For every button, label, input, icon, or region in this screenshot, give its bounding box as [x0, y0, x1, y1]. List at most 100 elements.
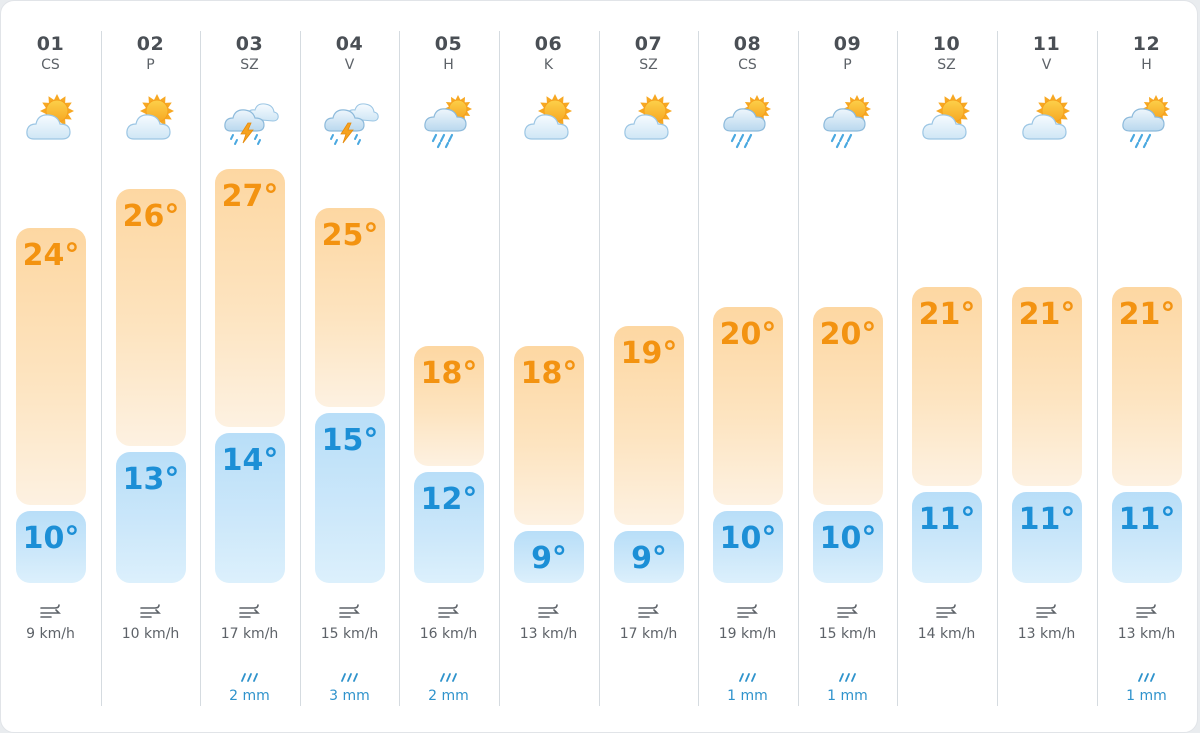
wind-speed: 13 km/h: [1117, 626, 1176, 642]
wind-icon: [537, 603, 561, 619]
day-number: 12: [1132, 33, 1161, 55]
high-temperature-bar: 21°: [912, 287, 982, 486]
forecast-day-column[interactable]: 04 V 25° 15° 15 km/h 3 mm: [300, 1, 399, 732]
partly-cloudy-icon: [622, 89, 678, 149]
high-temperature-bar: 25°: [315, 208, 385, 407]
low-temperature-bar: 11°: [912, 492, 982, 583]
forecast-day-column[interactable]: 12 H 21° 11° 13 km/h 1 mm: [1097, 1, 1196, 732]
precipitation-icon: [734, 668, 762, 682]
forecast-day-column[interactable]: 09 P 20° 10° 15 km/h 1 mm: [798, 1, 897, 732]
high-temperature: 18°: [420, 356, 478, 391]
precipitation-icon: [236, 668, 264, 682]
forecast-day-column[interactable]: 03 SZ 27° 14° 17 km/h 2 mm: [200, 1, 299, 732]
low-temperature-bar: 10°: [16, 511, 86, 583]
day-number: 07: [634, 33, 663, 55]
precipitation-icon: [1133, 668, 1161, 682]
low-temperature-bar: 10°: [713, 511, 783, 583]
forecast-day-column[interactable]: 05 H 18° 12° 16 km/h 2 mm: [399, 1, 498, 732]
high-temperature-bar: 27°: [215, 169, 285, 427]
low-temperature: 11°: [1118, 502, 1176, 537]
wind-speed: 13 km/h: [519, 626, 578, 642]
wind-speed: 15 km/h: [320, 626, 379, 642]
column-divider: [399, 31, 400, 706]
wind-speed: 16 km/h: [419, 626, 478, 642]
wind-icon: [1135, 603, 1159, 619]
weekday-label: P: [843, 57, 852, 73]
low-temperature-bar: 12°: [414, 472, 484, 583]
wind-speed: 13 km/h: [1017, 626, 1076, 642]
column-divider: [101, 31, 102, 706]
forecast-day-column[interactable]: 08 CS 20° 10° 19 km/h 1 mm: [698, 1, 797, 732]
high-temperature-bar: 20°: [713, 307, 783, 505]
column-divider: [499, 31, 500, 706]
wind-icon: [338, 603, 362, 619]
forecast-day-column[interactable]: 01 CS 24° 10° 9 km/h: [1, 1, 100, 732]
high-temperature: 25°: [321, 218, 379, 253]
high-temperature-bar: 21°: [1012, 287, 1082, 486]
thunderstorm-icon: [223, 89, 279, 149]
low-temperature: 10°: [719, 521, 777, 556]
high-temperature-bar: 18°: [414, 346, 484, 466]
forecast-day-column[interactable]: 07 SZ 19° 9° 17 km/h: [599, 1, 698, 732]
low-temperature: 9°: [631, 541, 667, 576]
low-temperature: 10°: [819, 521, 877, 556]
low-temperature: 11°: [918, 502, 976, 537]
rain-icon: [422, 89, 478, 149]
low-temperature-bar: 14°: [215, 433, 285, 583]
wind-speed: 17 km/h: [619, 626, 678, 642]
low-temperature: 9°: [531, 541, 567, 576]
partly-cloudy-icon: [124, 89, 180, 149]
precipitation-icon: [336, 668, 364, 682]
weekday-label: K: [543, 57, 554, 73]
forecast-day-column[interactable]: 06 K 18° 9° 13 km/h: [499, 1, 598, 732]
low-temperature: 12°: [420, 482, 478, 517]
wind-speed: 17 km/h: [220, 626, 279, 642]
weekday-label: CS: [738, 57, 757, 73]
weekday-label: CS: [41, 57, 60, 73]
day-number: 06: [534, 33, 563, 55]
low-temperature: 11°: [1018, 502, 1076, 537]
low-temperature-bar: 9°: [614, 531, 684, 583]
high-temperature-bar: 24°: [16, 228, 86, 505]
thunderstorm-icon: [323, 89, 379, 149]
low-temperature: 13°: [122, 462, 180, 497]
wind-icon: [637, 603, 661, 619]
wind-icon: [139, 603, 163, 619]
column-divider: [200, 31, 201, 706]
day-number: 11: [1032, 33, 1061, 55]
weekday-label: H: [1141, 57, 1152, 73]
partly-cloudy-icon: [522, 89, 578, 149]
weekday-label: P: [146, 57, 155, 73]
high-temperature-bar: 19°: [614, 326, 684, 525]
high-temperature: 20°: [819, 317, 877, 352]
low-temperature: 14°: [221, 443, 279, 478]
rain-icon: [1120, 89, 1176, 149]
weekday-label: SZ: [937, 57, 956, 73]
day-number: 02: [136, 33, 165, 55]
column-divider: [798, 31, 799, 706]
low-temperature-bar: 15°: [315, 413, 385, 583]
day-number: 03: [235, 33, 264, 55]
column-divider: [599, 31, 600, 706]
day-number: 08: [733, 33, 762, 55]
weekday-label: SZ: [240, 57, 259, 73]
partly-cloudy-icon: [920, 89, 976, 149]
low-temperature: 10°: [22, 521, 80, 556]
forecast-day-column[interactable]: 11 V 21° 11° 13 km/h: [997, 1, 1096, 732]
partly-cloudy-icon: [1020, 89, 1076, 149]
low-temperature: 15°: [321, 423, 379, 458]
forecast-day-column[interactable]: 02 P 26° 13° 10 km/h: [101, 1, 200, 732]
wind-speed: 10 km/h: [121, 626, 180, 642]
low-temperature-bar: 11°: [1112, 492, 1182, 583]
weekday-label: H: [443, 57, 454, 73]
day-number: 04: [335, 33, 364, 55]
wind-icon: [238, 603, 262, 619]
forecast-day-column[interactable]: 10 SZ 21° 11° 14 km/h: [897, 1, 996, 732]
partly-cloudy-icon: [24, 89, 80, 149]
column-divider: [1097, 31, 1098, 706]
high-temperature: 21°: [918, 297, 976, 332]
high-temperature-bar: 26°: [116, 189, 186, 446]
wind-icon: [437, 603, 461, 619]
day-number: 05: [434, 33, 463, 55]
